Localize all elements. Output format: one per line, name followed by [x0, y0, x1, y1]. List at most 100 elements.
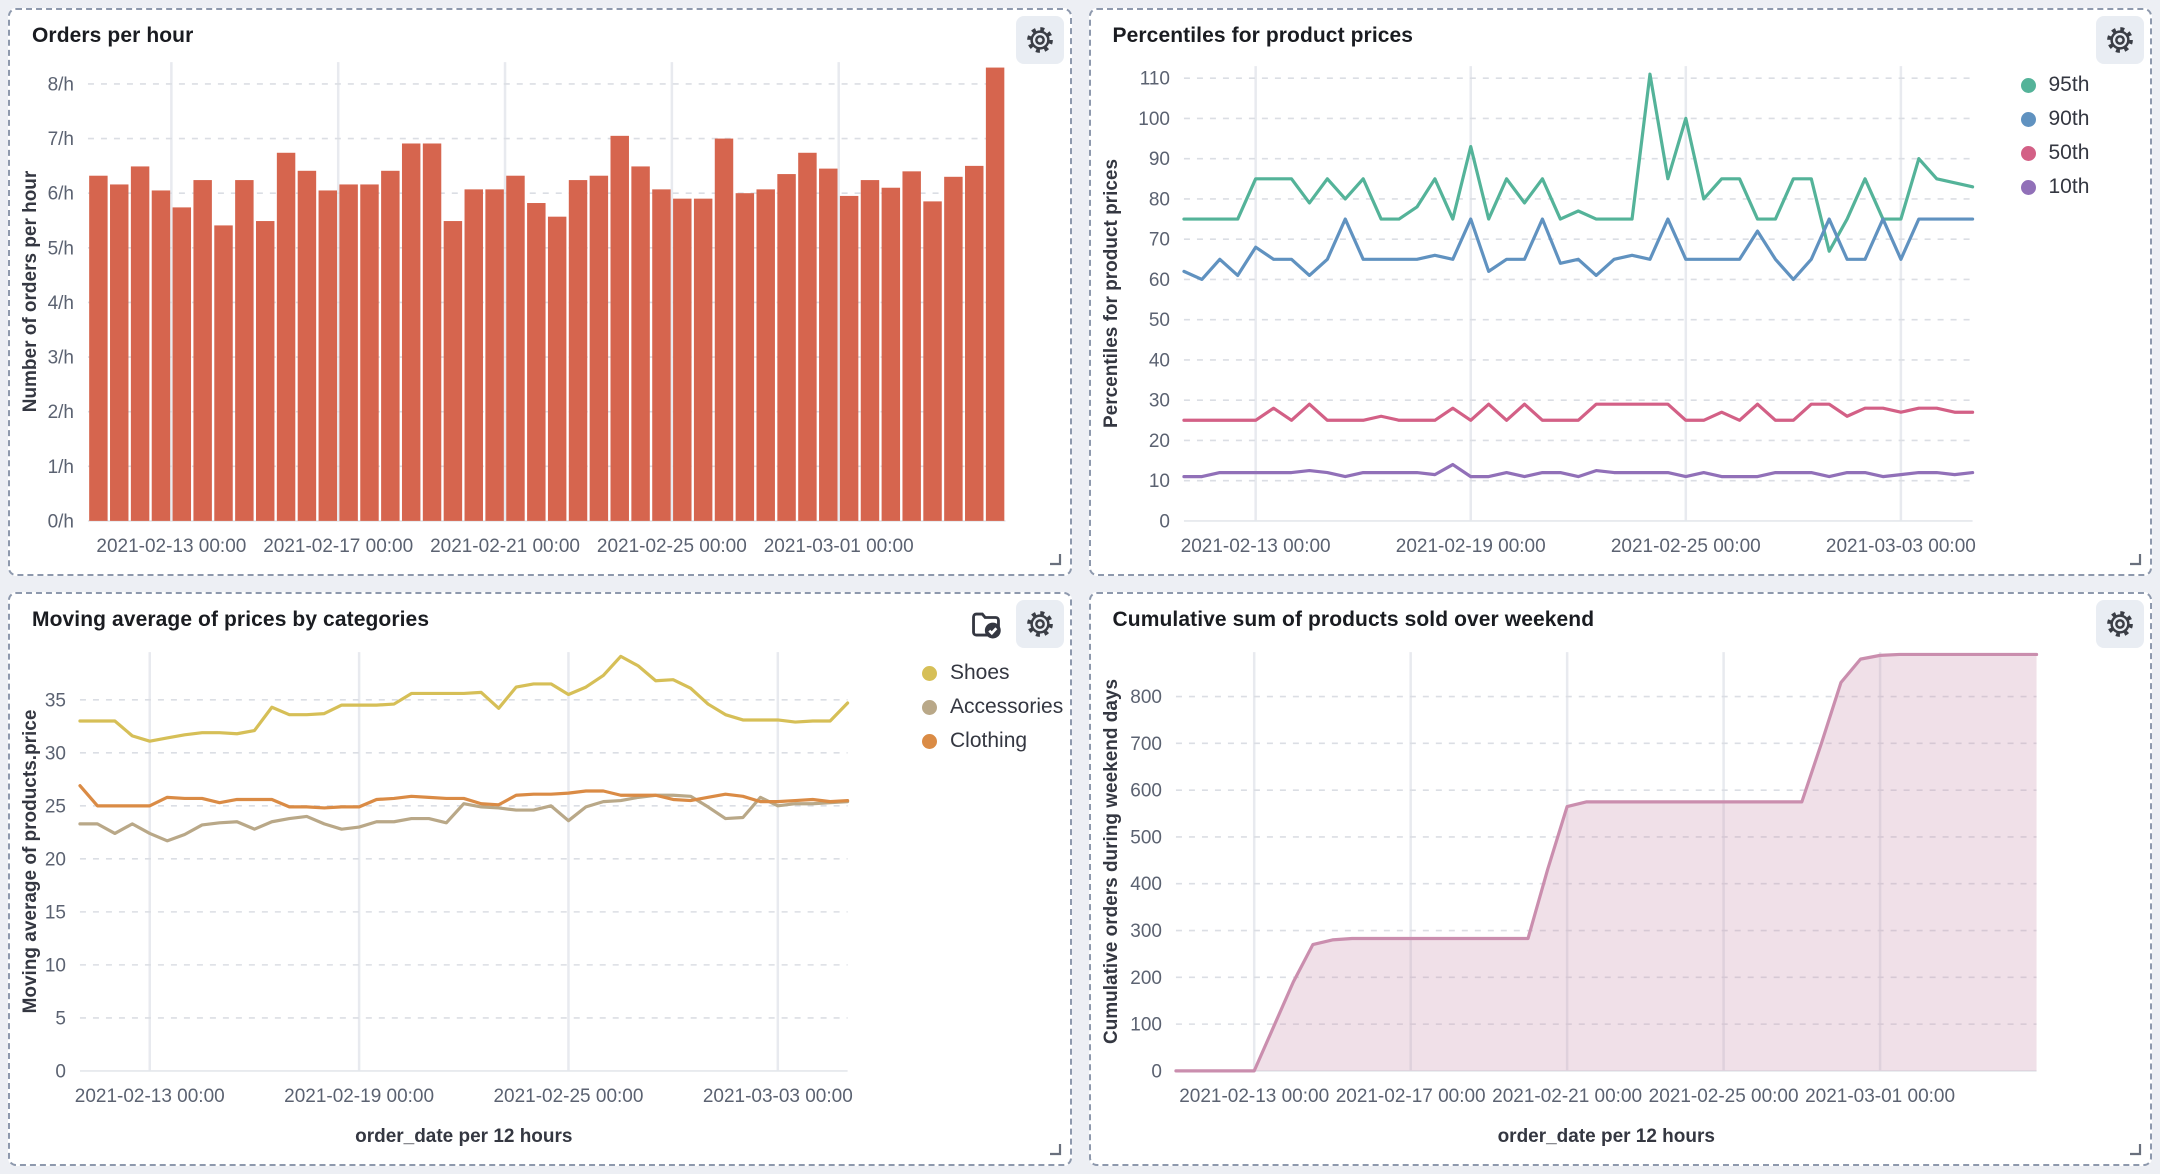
chart-orders-per-hour[interactable]: 0/h 1/h 2/h 3/h 4/h 5/h 6/h 7/h 8/h 2021-02-13 00… [10, 10, 1070, 574]
svg-text:35: 35 [45, 690, 66, 711]
svg-text:2021-02-25 00:00: 2021-02-25 00:00 [494, 1086, 644, 1107]
legend-item[interactable]: Shoes [922, 656, 1063, 690]
legend-dot [2020, 145, 2036, 161]
panel-title: Orders per hour [32, 24, 194, 47]
svg-text:3/h: 3/h [48, 348, 74, 369]
svg-text:10: 10 [45, 955, 66, 976]
svg-text:10: 10 [1148, 471, 1169, 492]
panel-options-gear-button[interactable] [2096, 16, 2144, 64]
svg-text:Moving average of products.pri: Moving average of products.price [20, 710, 41, 1014]
chart-moving-average[interactable]: 0 5 10 15 20 25 30 35 2021-02-13 00:00 2021-02-19… [10, 594, 1070, 1164]
svg-text:2021-02-21 00:00: 2021-02-21 00:00 [1492, 1086, 1642, 1107]
svg-text:80: 80 [1148, 189, 1169, 210]
legend-label: Accessories [950, 695, 1064, 718]
svg-text:2021-03-01 00:00: 2021-03-01 00:00 [1805, 1086, 1955, 1107]
svg-text:2021-02-25 00:00: 2021-02-25 00:00 [597, 536, 747, 557]
svg-text:50: 50 [1148, 310, 1169, 331]
svg-text:1/h: 1/h [48, 457, 74, 478]
legend-dot [922, 665, 937, 681]
legend-label: 90th [2048, 107, 2090, 130]
svg-text:300: 300 [1130, 921, 1162, 942]
panel-actions [2096, 16, 2144, 64]
svg-text:40: 40 [1148, 350, 1169, 371]
panel-actions [2096, 600, 2144, 648]
svg-text:0/h: 0/h [48, 511, 74, 532]
svg-text:order_date per 12 hours: order_date per 12 hours [355, 1126, 572, 1147]
panel-title: Cumulative sum of products sold over wee… [1112, 608, 1595, 631]
svg-text:400: 400 [1130, 874, 1162, 895]
panel-options-gear-button[interactable] [1015, 16, 1064, 64]
svg-text:20: 20 [1148, 431, 1169, 452]
svg-text:2021-02-21 00:00: 2021-02-21 00:00 [430, 536, 580, 557]
chart-cumulative-sum[interactable]: 0 100 200 300 400 500 600 700 800 2021-02-13 00:0… [1091, 594, 2151, 1164]
svg-text:8/h: 8/h [48, 74, 74, 95]
legend-dot [2020, 77, 2036, 93]
svg-text:15: 15 [45, 902, 66, 923]
svg-text:25: 25 [45, 796, 66, 817]
panel-cumulative-sum: Cumulative sum of products sold over wee… [1088, 592, 2152, 1166]
gear-icon [1026, 27, 1053, 53]
panel-options-gear-button[interactable] [2096, 600, 2144, 648]
svg-text:Percentiles for product prices: Percentiles for product prices [1100, 159, 1121, 428]
svg-text:30: 30 [45, 743, 66, 764]
svg-text:2021-02-13 00:00: 2021-02-13 00:00 [75, 1086, 225, 1107]
legend-item[interactable]: Clothing [922, 724, 1063, 758]
folder-check-icon[interactable] [966, 604, 1006, 644]
panel-actions [966, 600, 1064, 648]
svg-text:2021-02-17 00:00: 2021-02-17 00:00 [263, 536, 413, 557]
svg-text:70: 70 [1148, 230, 1169, 251]
svg-text:0: 0 [1151, 1061, 1162, 1082]
svg-text:5: 5 [55, 1008, 66, 1029]
legend-item[interactable]: 95th [2020, 68, 2090, 102]
panel-actions [1015, 16, 1064, 64]
svg-text:90: 90 [1148, 149, 1169, 170]
legend: 95th 90th 50th 10th [2020, 68, 2090, 204]
gear-icon [2107, 611, 2133, 637]
resize-handle[interactable] [2128, 1142, 2142, 1156]
panel-moving-average: Moving average of prices by categories 0… [8, 592, 1072, 1166]
svg-text:order_date per 12 hours: order_date per 12 hours [1497, 1126, 1714, 1147]
svg-text:Number of orders per hour: Number of orders per hour [20, 170, 41, 412]
svg-text:2/h: 2/h [48, 402, 74, 423]
panel-percentiles: Percentiles for product prices 0 10 20 30 40… [1088, 8, 2152, 576]
legend-item[interactable]: 50th [2020, 136, 2090, 170]
panel-options-gear-button[interactable] [1015, 600, 1064, 648]
resize-handle[interactable] [1048, 552, 1062, 566]
panel-orders-per-hour: Orders per hour 0/h 1/h 2/h 3/h 4/h 5/h 6/h 7/h… [8, 8, 1072, 576]
svg-text:700: 700 [1130, 734, 1162, 755]
resize-handle[interactable] [2128, 552, 2142, 566]
legend-label: 95th [2048, 73, 2090, 96]
panel-title: Percentiles for product prices [1112, 24, 1414, 47]
panel-title: Moving average of prices by categories [32, 608, 430, 631]
svg-text:100: 100 [1130, 1015, 1162, 1036]
svg-text:2021-02-19 00:00: 2021-02-19 00:00 [284, 1086, 434, 1107]
legend-label: 50th [2048, 141, 2090, 164]
svg-text:20: 20 [45, 849, 66, 870]
svg-text:2021-02-25 00:00: 2021-02-25 00:00 [1648, 1086, 1798, 1107]
legend-item[interactable]: 10th [2020, 170, 2090, 204]
svg-text:2021-03-03 00:00: 2021-03-03 00:00 [1825, 536, 1975, 557]
chart-percentiles[interactable]: 0 10 20 30 40 50 60 70 80 90 100 110 2021-02-13 00:0… [1091, 10, 2151, 574]
resize-handle[interactable] [1048, 1142, 1062, 1156]
svg-text:500: 500 [1130, 827, 1162, 848]
legend-dot [2020, 111, 2036, 127]
svg-text:2021-02-13 00:00: 2021-02-13 00:00 [96, 536, 246, 557]
legend-dot [922, 733, 937, 749]
legend-label: 10th [2048, 175, 2090, 198]
svg-text:60: 60 [1148, 270, 1169, 291]
legend-item[interactable]: Accessories [922, 690, 1063, 724]
svg-text:110: 110 [1139, 69, 1169, 90]
svg-text:0: 0 [55, 1061, 66, 1082]
legend-dot [2020, 179, 2036, 195]
svg-text:800: 800 [1130, 687, 1162, 708]
gear-icon [1026, 611, 1053, 637]
svg-text:2021-02-25 00:00: 2021-02-25 00:00 [1610, 536, 1760, 557]
svg-text:4/h: 4/h [48, 293, 74, 314]
legend-item[interactable]: 90th [2020, 102, 2090, 136]
svg-text:7/h: 7/h [48, 129, 74, 150]
svg-text:2021-03-01 00:00: 2021-03-01 00:00 [764, 536, 914, 557]
legend-label: Clothing [950, 729, 1028, 752]
legend: Shoes Accessories Clothing [922, 656, 1063, 758]
svg-text:100: 100 [1138, 109, 1170, 130]
